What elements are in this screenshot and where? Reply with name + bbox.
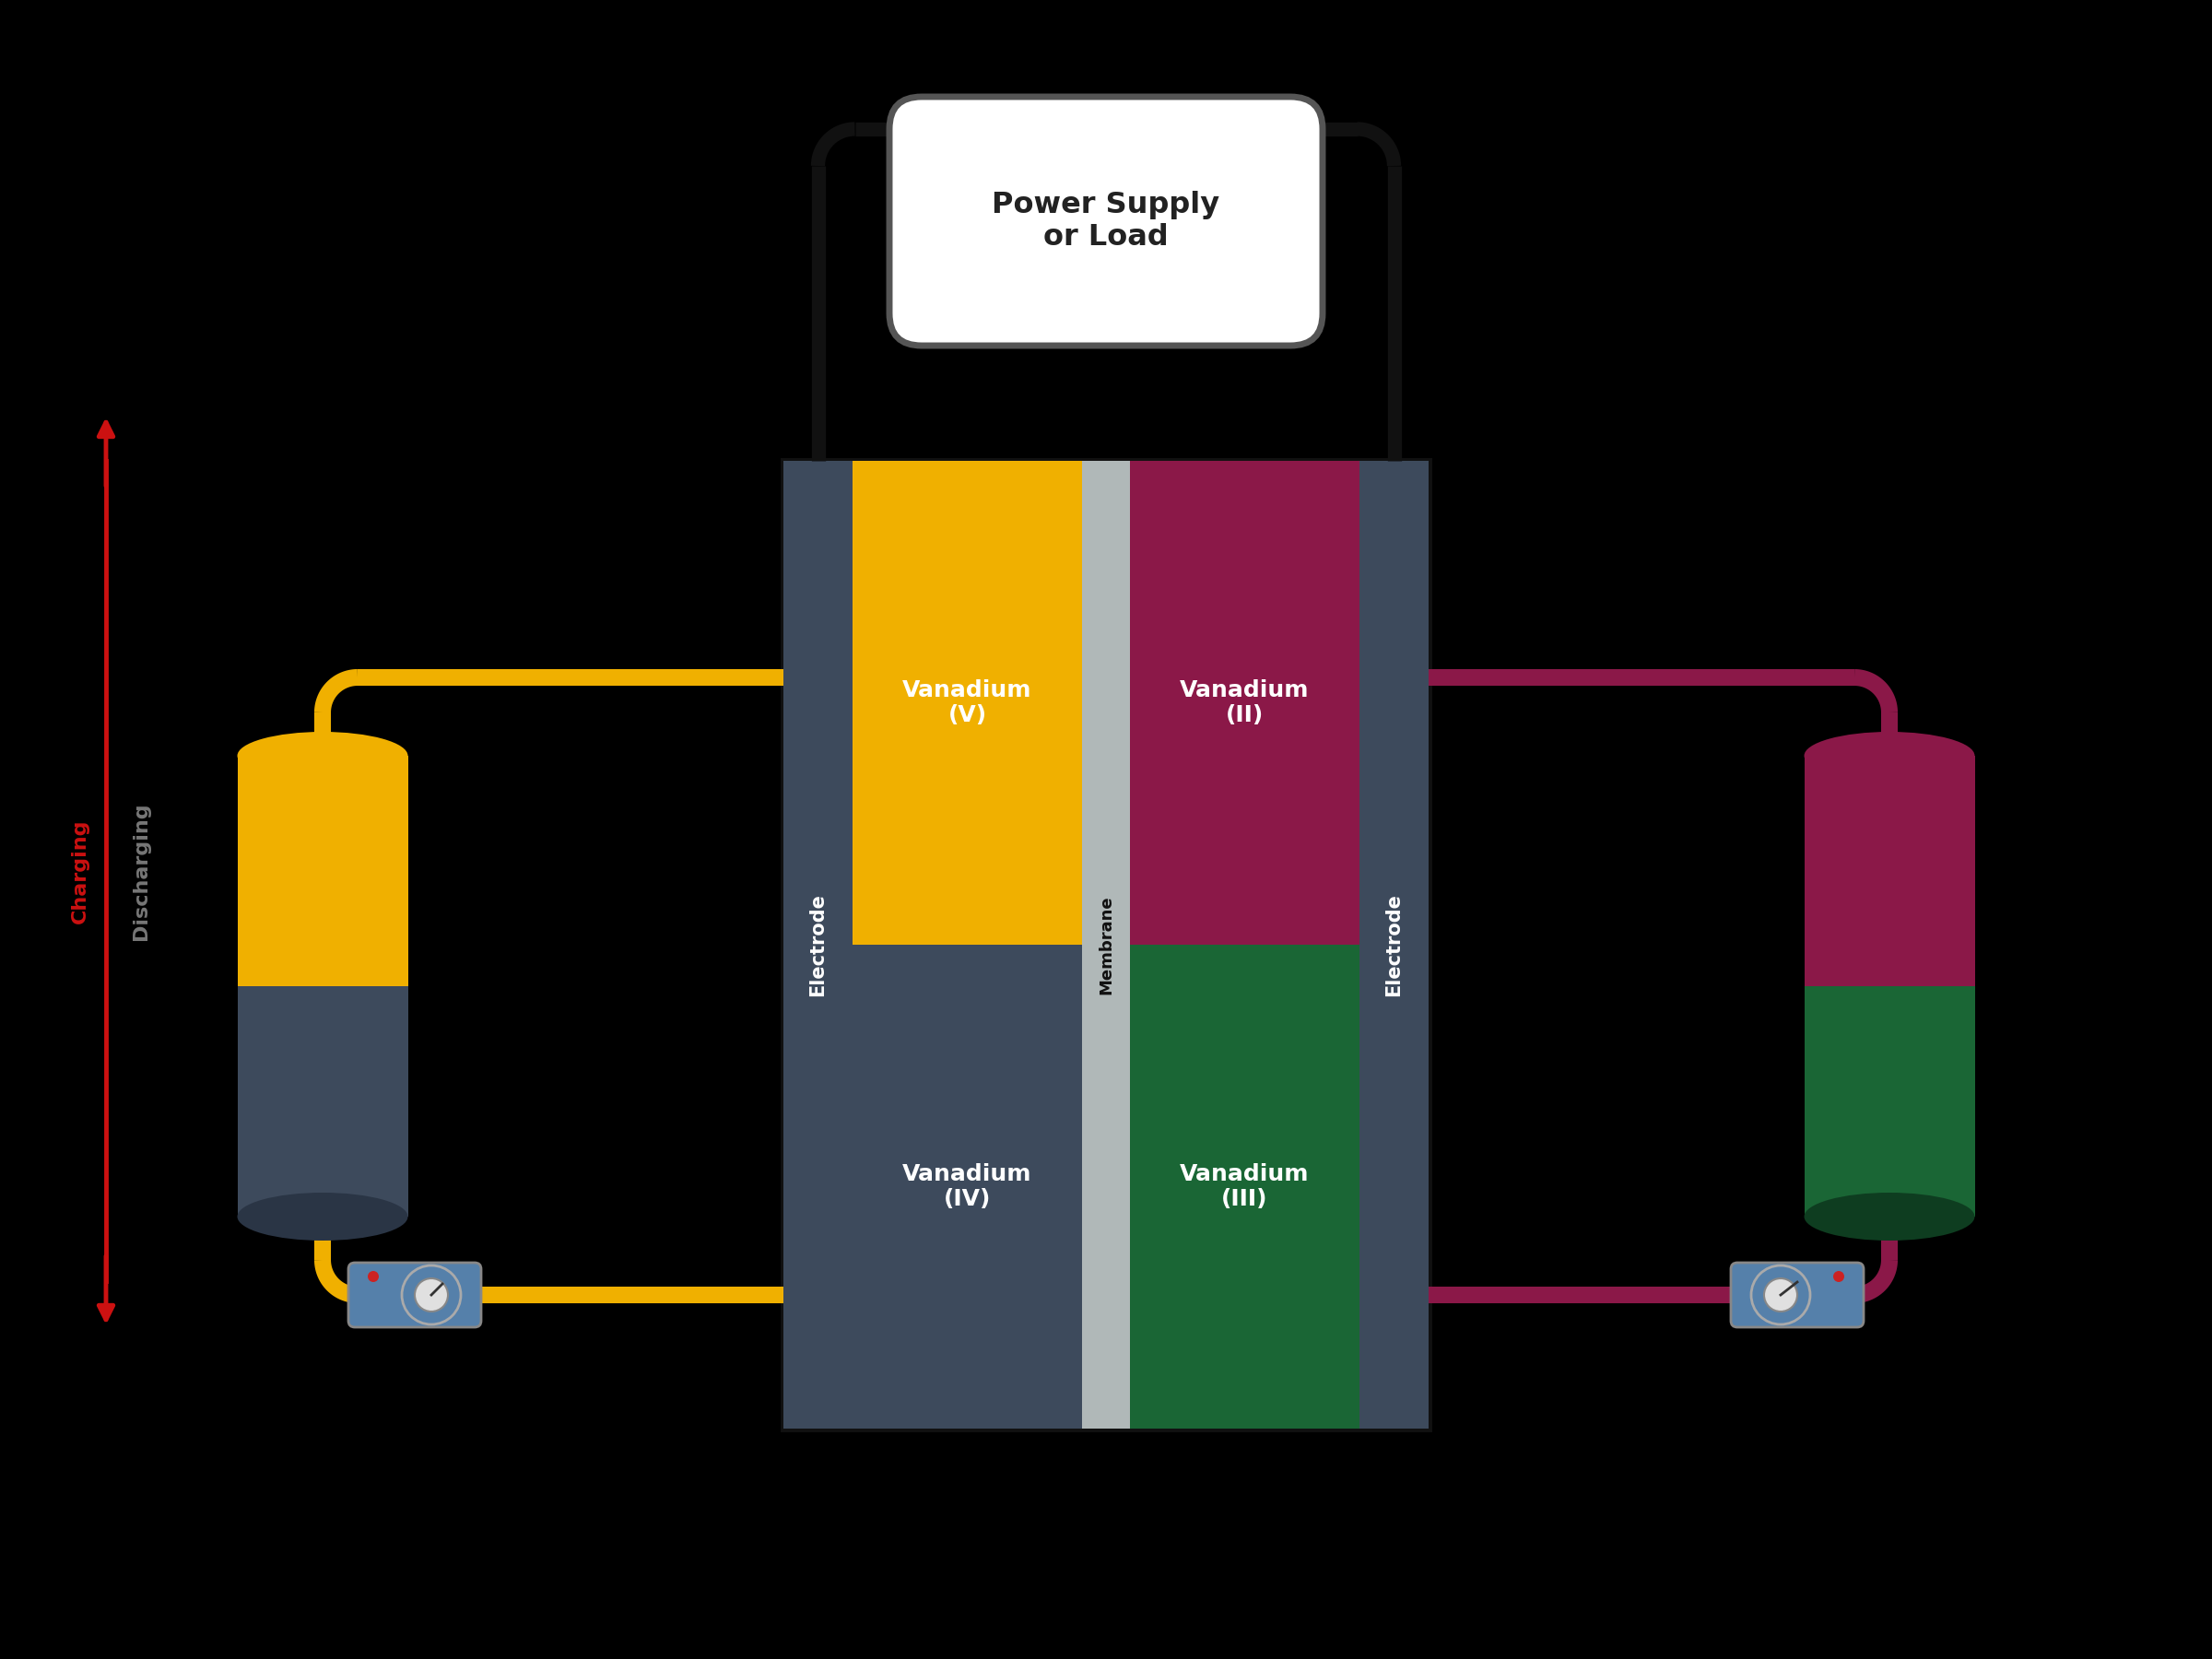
FancyBboxPatch shape <box>237 985 407 1216</box>
Ellipse shape <box>237 732 407 780</box>
FancyBboxPatch shape <box>1805 757 1975 985</box>
Text: Vanadium
(V): Vanadium (V) <box>902 679 1033 727</box>
FancyBboxPatch shape <box>1732 1262 1865 1327</box>
Text: Membrane: Membrane <box>1097 896 1115 994</box>
Ellipse shape <box>237 1193 407 1241</box>
Text: Vanadium
(IV): Vanadium (IV) <box>902 1163 1033 1211</box>
FancyBboxPatch shape <box>1082 461 1130 1428</box>
FancyBboxPatch shape <box>349 1262 482 1327</box>
FancyBboxPatch shape <box>852 944 1082 1428</box>
FancyBboxPatch shape <box>1130 944 1360 1428</box>
Text: Power Supply
or Load: Power Supply or Load <box>993 191 1219 252</box>
FancyBboxPatch shape <box>889 96 1323 345</box>
Text: Discharging: Discharging <box>133 801 150 941</box>
Circle shape <box>367 1271 378 1282</box>
FancyBboxPatch shape <box>1360 461 1429 1428</box>
Circle shape <box>1752 1266 1809 1324</box>
FancyBboxPatch shape <box>1805 985 1975 1216</box>
Circle shape <box>1765 1279 1796 1312</box>
Circle shape <box>416 1279 447 1312</box>
FancyBboxPatch shape <box>1130 461 1360 944</box>
FancyBboxPatch shape <box>852 461 1082 944</box>
Ellipse shape <box>1805 732 1975 780</box>
Text: Electrode: Electrode <box>1385 893 1402 997</box>
Text: Electrode: Electrode <box>810 893 827 997</box>
FancyBboxPatch shape <box>237 757 407 985</box>
Ellipse shape <box>1805 1193 1975 1241</box>
FancyBboxPatch shape <box>783 461 852 1428</box>
Circle shape <box>403 1266 460 1324</box>
Text: Charging: Charging <box>71 818 88 924</box>
Circle shape <box>1834 1271 1845 1282</box>
Text: Vanadium
(III): Vanadium (III) <box>1179 1163 1310 1211</box>
Text: Vanadium
(II): Vanadium (II) <box>1179 679 1310 727</box>
FancyBboxPatch shape <box>783 461 1429 1428</box>
